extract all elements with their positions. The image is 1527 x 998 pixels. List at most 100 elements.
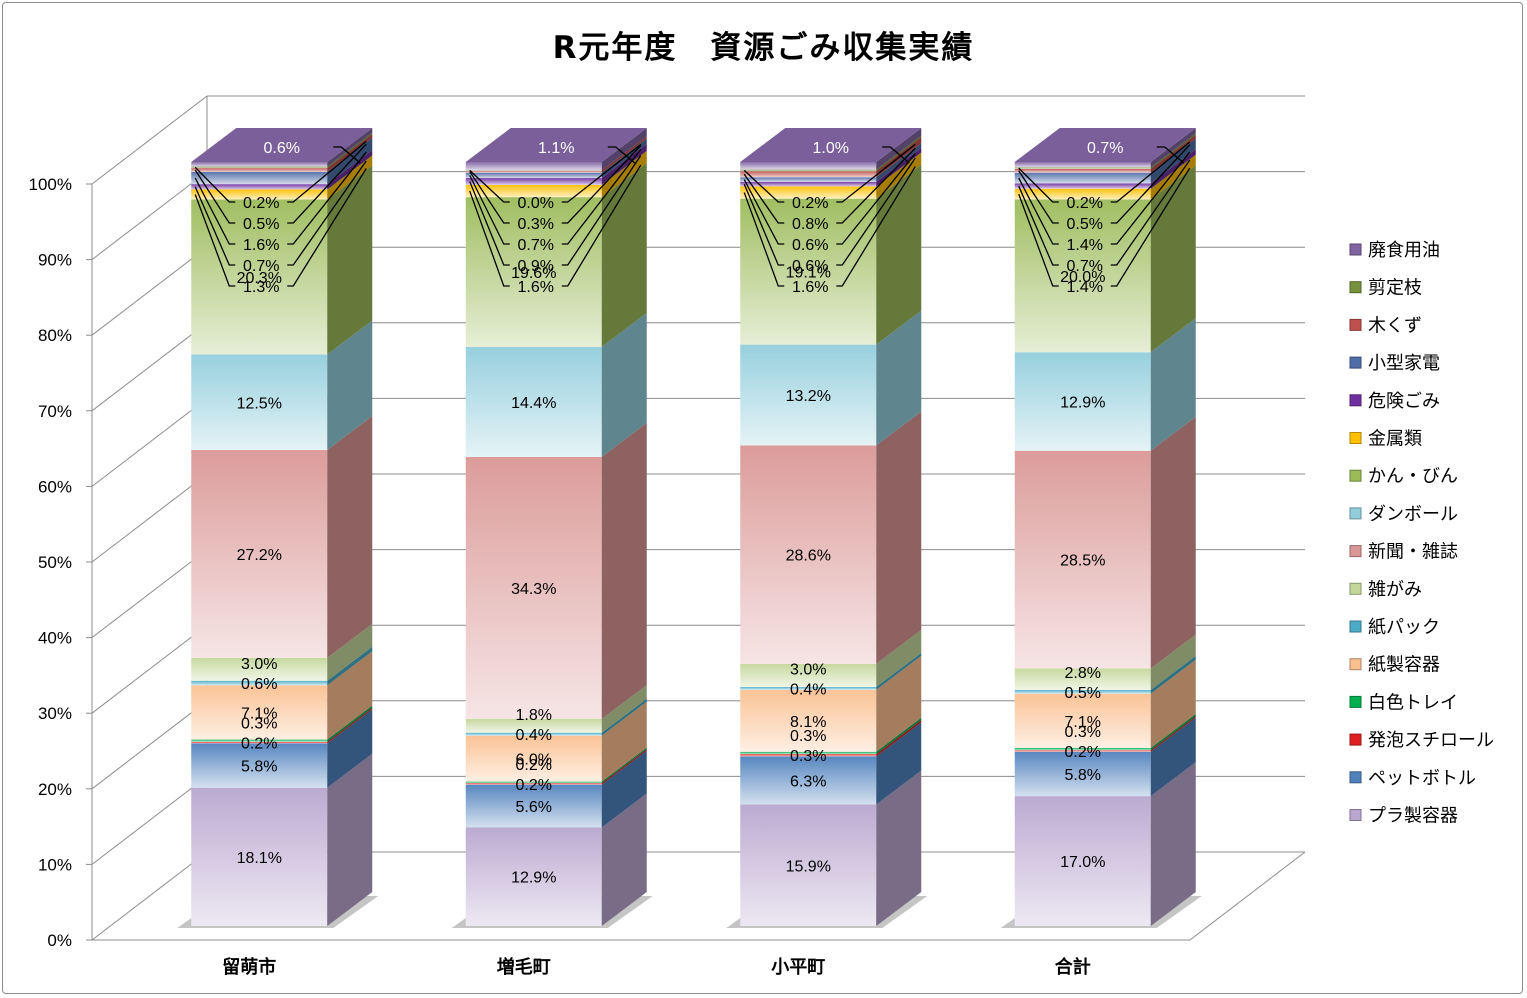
bar-segment bbox=[191, 787, 328, 926]
data-label: 0.4% bbox=[790, 681, 826, 698]
bar-segment-side bbox=[876, 655, 922, 752]
bar-segment-side bbox=[327, 753, 373, 926]
bar-segment bbox=[191, 189, 328, 200]
data-label: 0.3% bbox=[790, 728, 826, 745]
bar-segment bbox=[1014, 167, 1151, 169]
leader-line bbox=[1110, 159, 1191, 266]
bar-stack-1 bbox=[191, 128, 373, 926]
bar-segment bbox=[740, 804, 877, 926]
y-tick-label: 10% bbox=[38, 855, 72, 874]
leader-line bbox=[287, 143, 367, 224]
bar-segment bbox=[465, 184, 602, 198]
bar-segment bbox=[740, 198, 877, 345]
legend-swatch bbox=[1349, 771, 1362, 784]
bar-segment bbox=[740, 162, 877, 170]
data-label: 2.8% bbox=[1065, 665, 1101, 682]
leader-line bbox=[194, 166, 236, 203]
leader-line bbox=[1018, 193, 1059, 287]
leader-line bbox=[1110, 167, 1191, 287]
x-tick-label: 留萌市 bbox=[222, 956, 276, 978]
leader-line bbox=[561, 155, 642, 266]
leader-line bbox=[1110, 144, 1191, 224]
data-label: 12.9% bbox=[511, 870, 556, 887]
leader-line bbox=[194, 177, 236, 245]
bar-segment bbox=[465, 781, 602, 784]
legend-label: 木くず bbox=[1368, 315, 1422, 336]
bar-segment bbox=[465, 732, 602, 736]
bar-segment-side bbox=[327, 709, 373, 788]
data-label: 0.6% bbox=[241, 676, 277, 693]
data-label: 12.5% bbox=[237, 395, 282, 412]
data-label: 27.2% bbox=[237, 547, 282, 564]
bar-top-face bbox=[465, 128, 647, 162]
bar-segment-side bbox=[1150, 634, 1196, 690]
bar-segment-side bbox=[876, 717, 922, 755]
bar-segment bbox=[191, 168, 328, 172]
leader-line bbox=[1018, 167, 1059, 203]
data-label: 0.2% bbox=[243, 195, 279, 212]
y-tick-label: 100% bbox=[29, 175, 72, 194]
data-label: 0.3% bbox=[1065, 724, 1101, 741]
data-label: 0.2% bbox=[792, 195, 828, 212]
bar-segment bbox=[1014, 172, 1151, 184]
data-label: 1.0% bbox=[813, 140, 849, 157]
leader-line bbox=[743, 169, 785, 203]
leader-line bbox=[469, 175, 510, 245]
bar-segment bbox=[191, 657, 328, 681]
x-tick-label: 増毛町 bbox=[497, 956, 551, 978]
bar-stack-4 bbox=[1014, 128, 1196, 926]
bar-segment-side bbox=[876, 652, 922, 690]
data-label: 0.5% bbox=[1065, 685, 1101, 702]
leader-line bbox=[469, 181, 510, 266]
bar-segment bbox=[465, 172, 602, 179]
bar-segment-side bbox=[327, 320, 373, 451]
bar-segment bbox=[191, 741, 328, 744]
leader-line bbox=[561, 143, 642, 203]
bar-segment bbox=[740, 445, 877, 664]
bar-segment bbox=[1014, 188, 1151, 200]
bar-segment bbox=[191, 166, 328, 169]
data-label: 0.9% bbox=[518, 258, 554, 275]
bar-segment-side bbox=[327, 707, 373, 744]
bar-segment-side bbox=[601, 747, 647, 784]
leader-line bbox=[194, 186, 236, 266]
bar-segment-side bbox=[876, 722, 922, 805]
bar-top-face bbox=[740, 128, 922, 162]
leader-line bbox=[1018, 185, 1059, 266]
data-label: 0.8% bbox=[792, 216, 828, 233]
bar-segment-side bbox=[601, 422, 647, 719]
legend-label: 白色トレイ bbox=[1368, 692, 1458, 713]
bar-segment bbox=[1014, 693, 1151, 748]
bar-segment-side bbox=[327, 651, 373, 740]
bar-segment bbox=[740, 754, 877, 757]
legend-swatch bbox=[1349, 243, 1362, 256]
legend-label: 廃食用油 bbox=[1368, 240, 1440, 261]
bar-segment-side bbox=[601, 793, 647, 926]
legend-swatch bbox=[1349, 432, 1362, 444]
bar-segment bbox=[191, 739, 328, 742]
data-label: 1.6% bbox=[243, 237, 279, 254]
data-label: 7.1% bbox=[241, 705, 277, 722]
bar-segment bbox=[1014, 750, 1151, 752]
legend-label: 紙製容器 bbox=[1368, 655, 1440, 676]
data-label: 6.3% bbox=[790, 773, 826, 790]
bar-segment-side bbox=[327, 150, 373, 190]
bar-segment bbox=[465, 784, 602, 828]
data-label: 13.2% bbox=[786, 388, 831, 405]
data-label: 3.0% bbox=[241, 656, 277, 673]
legend-swatch bbox=[1349, 507, 1362, 520]
data-label: 0.3% bbox=[518, 216, 554, 233]
bar-segment bbox=[740, 689, 877, 752]
leader-line bbox=[561, 148, 642, 245]
data-label: 0.6% bbox=[264, 140, 300, 157]
leader-line bbox=[743, 179, 785, 245]
bar-segment-side bbox=[1150, 659, 1196, 748]
legend-swatch bbox=[1349, 582, 1362, 595]
bar-segment bbox=[191, 354, 328, 451]
bar-segment-side bbox=[1150, 416, 1196, 669]
legend-label: ダンボール bbox=[1368, 504, 1458, 525]
bar-segment-side bbox=[876, 411, 922, 664]
bar-segment bbox=[465, 170, 602, 171]
bar-segment-side bbox=[876, 770, 922, 926]
bar-segment bbox=[465, 346, 602, 457]
